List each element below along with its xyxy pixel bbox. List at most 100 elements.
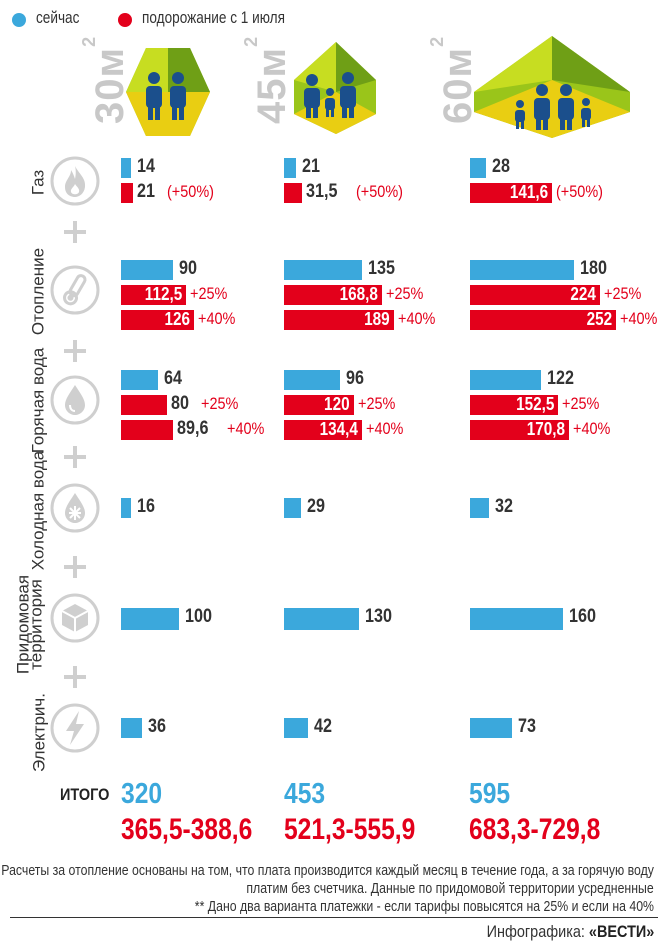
value-new-1-1-1: 189	[364, 309, 390, 329]
bar-new-2-0-0	[121, 395, 168, 415]
value-now-0-2: 28	[492, 156, 511, 177]
value-now-0-0: 14	[137, 156, 155, 177]
bar-new-1-0-0	[121, 285, 187, 305]
value-now-5-1: 42	[314, 716, 333, 737]
bar-new-2-0-2	[470, 395, 559, 415]
value-now-3-2: 32	[494, 496, 513, 517]
bar-new-1-1-2	[470, 310, 617, 330]
bar-now-1-2	[470, 260, 575, 280]
plus-separator-5	[64, 666, 86, 688]
footnote-1: * Расчеты за отопление основаны на том, …	[0, 862, 654, 879]
bar-now-4-2	[470, 608, 563, 630]
bar-now-0-2	[470, 158, 487, 178]
value-new-0-0-2: 141,6	[509, 182, 549, 202]
total-now-30: 320	[121, 778, 163, 810]
bar-now-5-2	[470, 718, 513, 738]
value-new-2-1-1: 134,4	[319, 419, 358, 439]
value-now-4-2: 160	[568, 606, 596, 627]
value-now-2-1: 96	[345, 368, 364, 389]
bar-now-2-2	[470, 370, 541, 390]
credit: Инфографика: «ВЕСТИ»	[486, 922, 654, 941]
bar-now-3-1	[284, 498, 301, 518]
plus-separator-2	[64, 340, 86, 362]
apartment-30-illustration	[126, 48, 210, 136]
footnote-3: ** Дано два варианта платежки - если тар…	[194, 898, 654, 915]
value-now-3-1: 29	[306, 496, 325, 517]
legend-new-label: подорожание с 1 июля	[142, 8, 285, 27]
pct-new-1-0-2: +25%	[603, 284, 642, 303]
pct-new-1-1-2: +40%	[620, 309, 658, 328]
value-now-5-2: 73	[518, 716, 537, 737]
bar-now-4-0	[121, 608, 179, 630]
bar-now-3-2	[470, 498, 489, 518]
value-new-1-1-2: 252	[586, 309, 613, 329]
pct-new-2-0-0: +25%	[201, 394, 239, 413]
lightning-icon	[50, 703, 100, 753]
footer-divider	[10, 917, 658, 918]
value-new-2-0-0: 80	[171, 393, 190, 414]
value-new-0-0-0: 21	[137, 181, 156, 202]
total-now-60: 595	[469, 778, 511, 810]
water-drop-icon	[50, 375, 100, 425]
plus-separator-4	[64, 556, 86, 578]
plus-separator-1	[64, 221, 86, 243]
cold-drop-icon	[50, 483, 100, 533]
bar-new-2-0-1	[284, 395, 354, 415]
cube-icon	[50, 593, 100, 643]
pct-new-1-0-1: +25%	[385, 284, 424, 303]
bar-new-0-0-1	[284, 183, 303, 203]
bar-now-5-1	[284, 718, 309, 738]
total-new-45: 521,3-555,9	[284, 813, 416, 846]
value-now-1-0: 90	[179, 258, 198, 279]
legend-new-dot	[118, 13, 132, 27]
pct-new-2-1-1: +40%	[365, 419, 404, 438]
value-new-0-0-1: 31,5	[306, 181, 338, 202]
bar-now-3-0	[121, 498, 131, 518]
pct-new-1-1-0: +40%	[198, 309, 236, 328]
bar-new-2-1-0	[121, 420, 173, 440]
category-label-cold-water: Холодная вода	[28, 450, 48, 571]
value-new-2-0-2: 152,5	[516, 394, 555, 414]
value-now-1-1: 135	[368, 258, 396, 279]
thermometer-icon	[50, 265, 100, 315]
plus-separator-3	[64, 446, 86, 468]
totals-label: ИТОГО	[60, 785, 110, 804]
value-now-2-0: 64	[164, 368, 183, 389]
pct-new-2-0-2: +25%	[562, 394, 600, 413]
legend-now-label: сейчас	[36, 8, 80, 27]
total-now-45: 453	[284, 778, 326, 810]
total-new-60: 683,3-729,8	[469, 813, 601, 846]
bar-new-1-1-0	[121, 310, 195, 330]
value-now-0-1: 21	[302, 156, 321, 177]
value-new-2-1-2: 170,8	[526, 419, 566, 439]
total-new-30: 365,5-388,6	[121, 813, 253, 846]
bar-now-1-0	[121, 260, 174, 280]
bar-now-2-0	[121, 370, 159, 390]
bar-now-4-1	[284, 608, 360, 630]
value-new-1-0-0: 112,5	[144, 284, 183, 304]
pct-new-2-1-0: +40%	[226, 419, 265, 438]
pct-new-1-1-1: +40%	[397, 309, 435, 328]
value-now-5-0: 36	[147, 716, 166, 737]
bar-now-2-1	[284, 370, 340, 390]
pct-new-0-0-1: (+50%)	[356, 182, 404, 201]
apartment-45-illustration	[294, 42, 376, 134]
value-now-1-2: 180	[580, 258, 608, 279]
bar-new-0-0-0	[121, 183, 134, 203]
footnote-2: платим без счетчика. Данные по придомово…	[246, 880, 654, 897]
bar-now-0-1	[284, 158, 297, 178]
bar-now-5-0	[121, 718, 142, 738]
value-new-2-0-1: 120	[324, 394, 350, 414]
legend-now-dot	[12, 13, 26, 27]
bar-new-0-0-2	[470, 183, 553, 203]
value-new-1-1-0: 126	[164, 309, 191, 329]
value-new-2-1-0: 89,6	[176, 418, 209, 439]
flame-icon	[50, 156, 100, 206]
value-new-1-0-1: 168,8	[339, 284, 378, 304]
value-now-2-2: 122	[546, 368, 574, 389]
pct-new-2-0-1: +25%	[357, 394, 395, 413]
pct-new-0-0-2: (+50%)	[556, 182, 604, 201]
bar-new-1-0-1	[284, 285, 382, 305]
bar-new-2-1-2	[470, 420, 570, 440]
bar-now-1-1	[284, 260, 363, 280]
